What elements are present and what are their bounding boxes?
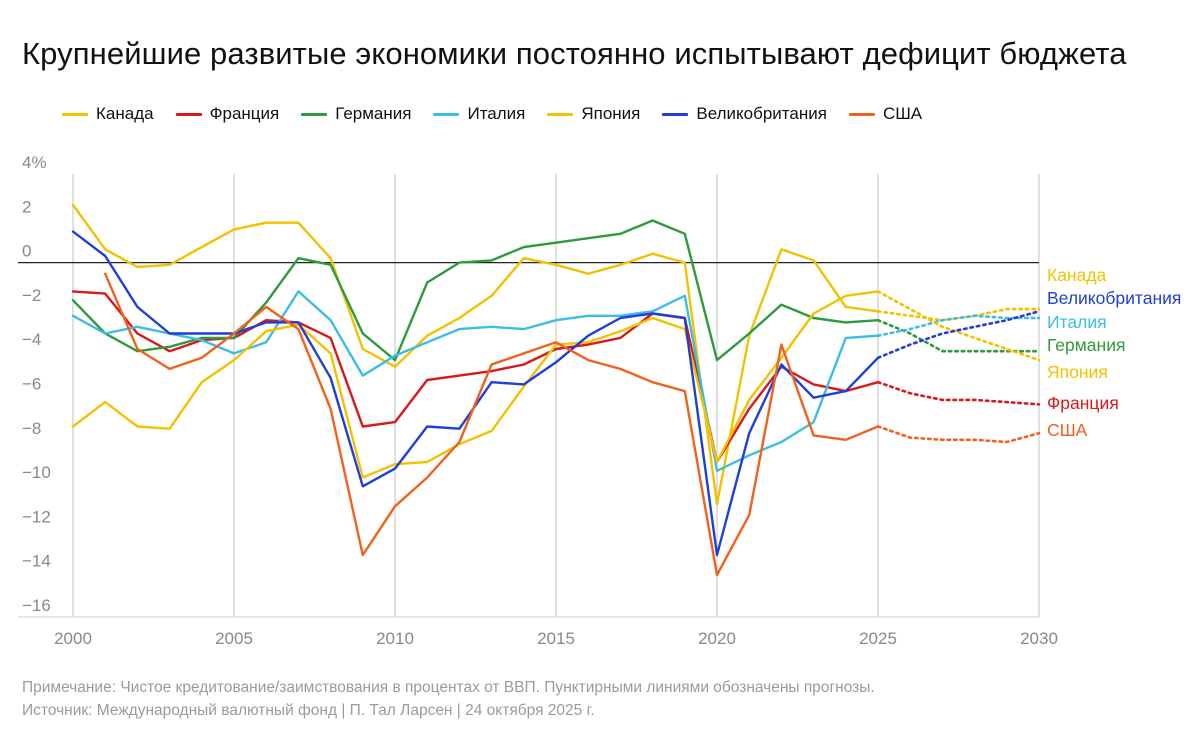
- end-label-4: Япония: [1047, 362, 1108, 382]
- line-chart: 2000 2005 2010 2015 2020 2025 2030 4% 2 0 −2 −4 −6 −8…: [18, 153, 1181, 648]
- legend-label: Япония: [581, 104, 641, 123]
- legend-swatch: [301, 112, 328, 116]
- chart-legend: Канада Франция Германия Италия Япония Великоб…: [62, 104, 944, 124]
- legend-item-0: Канада: [62, 104, 154, 124]
- series-line-4: [71, 290, 880, 479]
- legend-swatch: [433, 112, 460, 116]
- x-tick-label: 2015: [537, 629, 575, 648]
- legend-item-5: Великобритания: [662, 104, 827, 124]
- end-label-1: Великобритания: [1047, 288, 1181, 308]
- series-forecast-4: [876, 290, 1041, 362]
- legend-item-3: Италия: [433, 104, 525, 124]
- series-line-3: [71, 290, 880, 472]
- legend-label: Италия: [467, 104, 526, 123]
- y-tick-label: −8: [22, 419, 41, 438]
- x-tick-label: 2025: [859, 629, 897, 648]
- legend-item-4: Япония: [547, 104, 640, 124]
- y-tick-label: −16: [22, 596, 51, 615]
- end-label-0: Канада: [1047, 265, 1107, 285]
- legend-swatch: [848, 112, 875, 116]
- chart-title: Крупнейшие развитые экономики постоянно …: [22, 36, 1127, 71]
- legend-swatch: [662, 112, 689, 116]
- series-forecast-3: [876, 314, 1041, 338]
- legend-item-1: Франция: [175, 104, 280, 124]
- series-line-1: [71, 290, 880, 464]
- legend-label: Германия: [335, 104, 412, 123]
- series-line-2: [71, 219, 880, 362]
- legend-label: США: [882, 104, 923, 123]
- chart-source: Источник: Международный валютный фонд | …: [22, 702, 595, 719]
- series-line-0: [71, 203, 880, 506]
- end-label-3: Германия: [1047, 335, 1125, 355]
- y-tick-label: 4%: [22, 153, 47, 172]
- chart-note: Примечание: Чистое кредитование/заимство…: [22, 679, 875, 696]
- series-lines: [71, 203, 1041, 577]
- y-tick-label: −14: [22, 552, 51, 571]
- legend-swatch: [547, 112, 574, 116]
- legend-item-6: США: [848, 104, 923, 124]
- series-forecast-5: [876, 309, 1041, 360]
- series-forecast-6: [876, 425, 1041, 444]
- series-forecast-0: [876, 307, 1041, 322]
- series-line-6: [103, 272, 880, 577]
- legend-item-2: Германия: [301, 104, 411, 124]
- series-forecast-1: [876, 380, 1041, 406]
- grid-lines: [18, 174, 1040, 618]
- y-tick-label: 2: [22, 197, 31, 216]
- y-tick-label: −2: [22, 286, 41, 305]
- axis-labels: 2000 2005 2010 2015 2020 2025 2030 4% 2 0 −2 −4 −6 −8…: [22, 153, 1058, 648]
- end-label-6: США: [1047, 420, 1088, 440]
- y-tick-label: 0: [22, 242, 31, 261]
- legend-label: Великобритания: [696, 104, 827, 123]
- legend-label: Канада: [96, 104, 154, 123]
- x-tick-label: 2000: [54, 629, 92, 648]
- x-tick-label: 2005: [215, 629, 253, 648]
- y-tick-label: −12: [22, 507, 51, 526]
- legend-label: Франция: [209, 104, 280, 123]
- end-label-2: Италия: [1047, 312, 1107, 332]
- legend-swatch: [175, 112, 202, 116]
- y-tick-label: −10: [22, 463, 51, 482]
- x-tick-label: 2020: [698, 629, 736, 648]
- series-end-labels: Канада Великобритания Италия Германия Япония…: [1047, 265, 1181, 440]
- x-tick-label: 2010: [376, 629, 414, 648]
- y-tick-label: −4: [22, 330, 41, 349]
- y-tick-label: −6: [22, 375, 41, 394]
- x-tick-label: 2030: [1020, 629, 1058, 648]
- legend-swatch: [62, 112, 88, 116]
- end-label-5: Франция: [1047, 393, 1119, 413]
